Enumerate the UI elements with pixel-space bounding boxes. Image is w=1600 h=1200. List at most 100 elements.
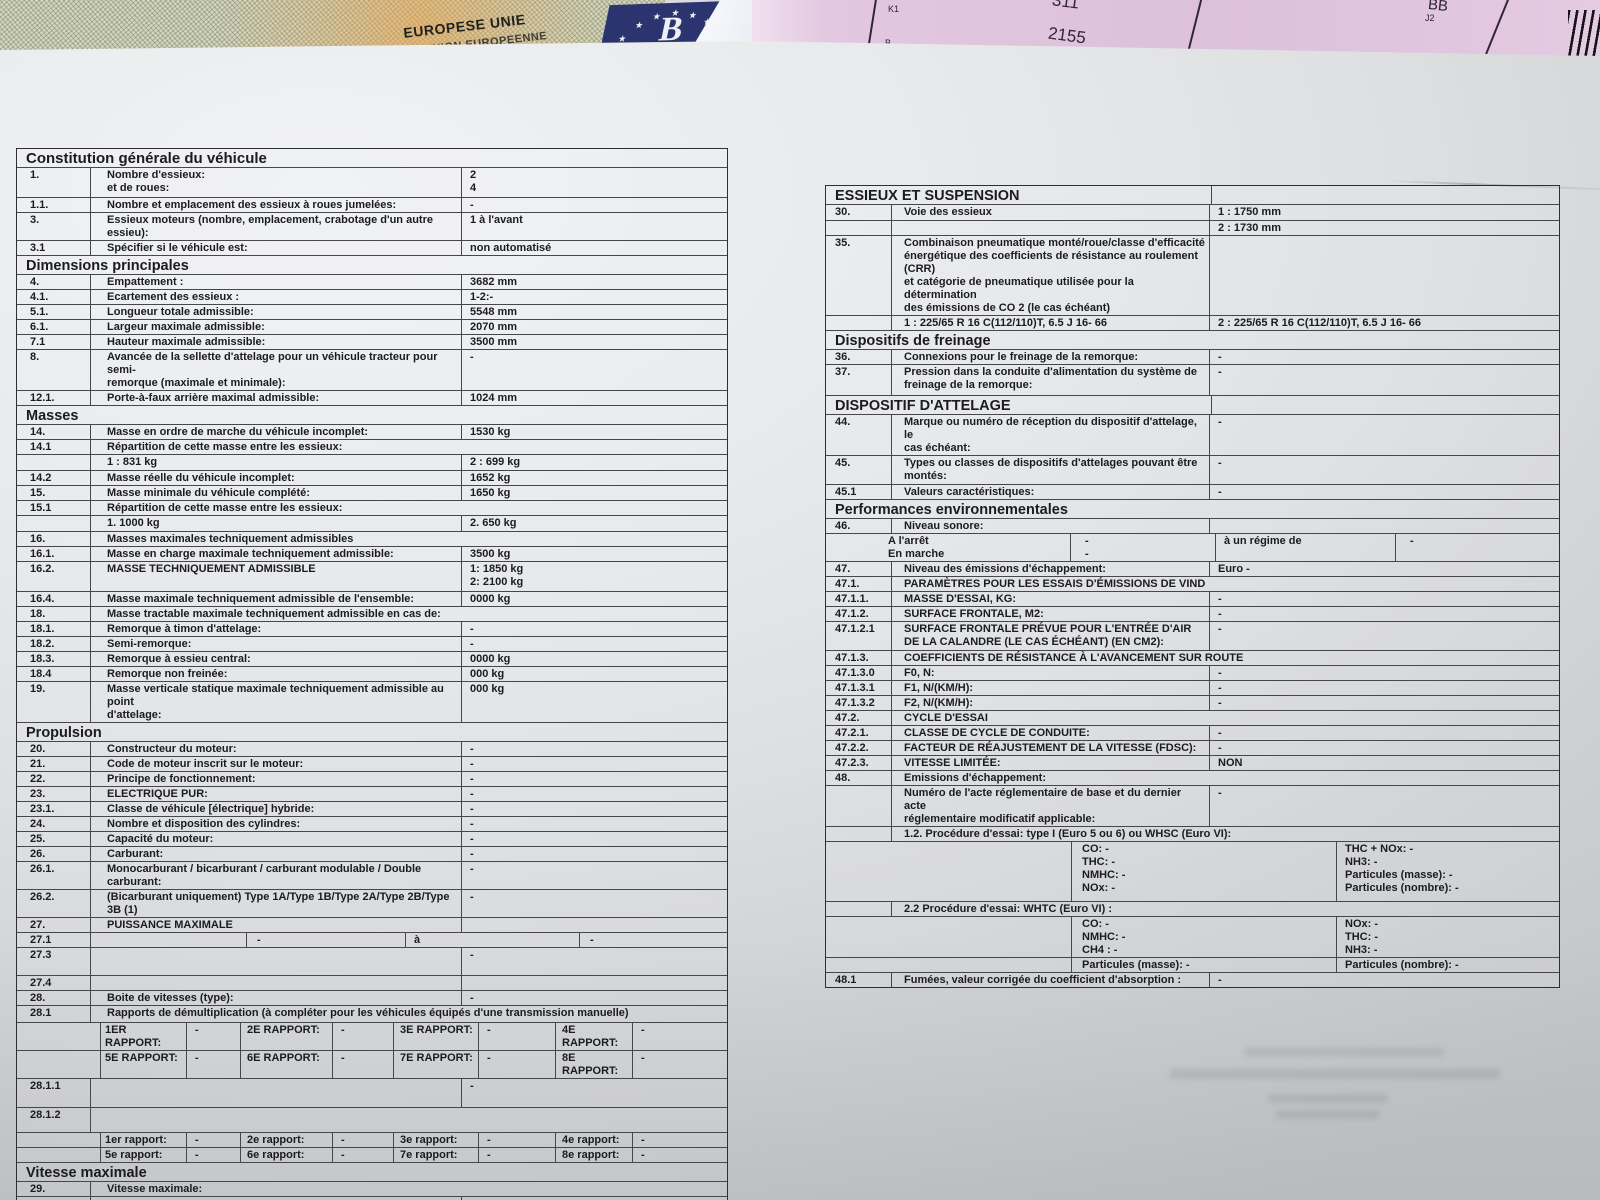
table-row: 12.1. Porte-à-faux arrière maximal admiss… xyxy=(17,391,727,406)
row-label-cell: F0, N: xyxy=(904,667,935,679)
row-value-cell: 1650 kg xyxy=(461,486,727,500)
row-value-cell: 1 à l'avant xyxy=(461,213,727,240)
table-row: 26. Carburant: - xyxy=(17,847,727,862)
row-number-cell: 27.3 xyxy=(17,948,91,975)
row-number-cell: 36. xyxy=(826,350,892,364)
row-label-cell: Masse en charge maximale techniquement a… xyxy=(107,548,394,560)
row-number-cell: 24. xyxy=(17,817,91,831)
row-value-cell: - xyxy=(1209,622,1559,650)
grid-cell: - xyxy=(479,1023,556,1050)
grid-cell: - xyxy=(1410,535,1414,547)
table-row: 14.1 Répartition de cette masse entre les… xyxy=(17,440,727,455)
row-value-cell: 0000 kg xyxy=(461,652,727,666)
grid-cell: Particules (masse): - xyxy=(1072,958,1337,972)
grid-cell: - xyxy=(641,1134,645,1146)
table-row: 47.2.2. FACTEUR DE RÉAJUSTEMENT DE LA VIT… xyxy=(826,741,1559,756)
table-grid-row: 1ER RAPPORT: -2E RAPPORT: -3E RAPPORT: -4E … xyxy=(17,1023,727,1051)
row-label-cell: Constructeur du moteur: xyxy=(107,743,237,755)
grid-cell xyxy=(91,933,247,947)
table-row: 48.1 Fumées, valeur corrigée du coefficie… xyxy=(826,973,1559,987)
row-label-cell: (Bicarburant uniquement) Type 1A/Type 1B… xyxy=(107,891,450,916)
grid-cell: - xyxy=(187,1023,241,1050)
row-label-cell: MASSE D'ESSAI, KG: xyxy=(904,593,1017,605)
row-value-cell: non automatisé xyxy=(461,241,727,255)
row-label-cell: Fumées, valeur corrigée du coefficient d… xyxy=(904,974,1182,986)
row-value-cell: - xyxy=(1209,786,1559,826)
form-field-code: J2 xyxy=(1425,13,1435,23)
row-label-cell: Valeurs caractéristiques: xyxy=(904,486,1035,498)
row-value-cell: - xyxy=(461,742,727,756)
grid-cell: A l'arrêt En marche xyxy=(826,534,1071,561)
row-label-cell: Masse maximale techniquement admissible … xyxy=(107,593,415,605)
section-header-row: Dispositifs de freinage xyxy=(826,331,1559,350)
row-number-cell: 18.4 xyxy=(17,667,91,681)
row-value-cell: - xyxy=(461,948,727,975)
row-number-cell: 6.1. xyxy=(17,320,91,334)
eu-star-icon: ★ xyxy=(651,11,662,22)
row-value-cell: 0000 kg xyxy=(461,592,727,606)
grid-cell: - xyxy=(333,1133,394,1147)
section-title: Masses xyxy=(26,408,79,424)
row-number-cell: 22. xyxy=(17,772,91,786)
grid-cell: - xyxy=(333,1023,394,1050)
section-header-row: Masses xyxy=(17,406,727,425)
row-label-cell: Spécifier si le véhicule est: xyxy=(107,242,248,254)
row-label-cell: Niveau des émissions d'échappement: xyxy=(904,563,1106,575)
row-number-cell: 47.2. xyxy=(826,711,892,725)
table-row: 47.1.3. COEFFICIENTS DE RÉSISTANCE À L'AV… xyxy=(826,651,1559,666)
grid-cell: - xyxy=(641,1149,645,1161)
row-label-cell: Niveau sonore: xyxy=(904,520,984,532)
table-row: 36. Connexions pour le freinage de la rem… xyxy=(826,350,1559,365)
row-label-cell: Combinaison pneumatique monté/roue/class… xyxy=(904,237,1205,314)
row-number-cell: 47.1. xyxy=(826,577,892,591)
eu-star-icon: ★ xyxy=(617,33,628,44)
row-value-cell: - xyxy=(1209,456,1559,484)
row-label-cell: Boite de vitesses (type): xyxy=(107,992,234,1004)
row-number-cell: 4.1. xyxy=(17,290,91,304)
row-number-cell: 16. xyxy=(17,532,91,546)
section-title: Propulsion xyxy=(26,725,102,741)
row-label-cell: Types ou classes de dispositifs d'attela… xyxy=(904,457,1198,482)
row-number-cell: 47.1.3.0 xyxy=(826,666,892,680)
row-label-cell: COEFFICIENTS DE RÉSISTANCE À L'AVANCEMEN… xyxy=(904,652,1244,664)
table-row: 48. Emissions d'échappement: xyxy=(826,771,1559,786)
row-value-cell: Euro - xyxy=(1209,562,1559,576)
row-label-cell: PARAMÈTRES POUR LES ESSAIS D'ÉMISSIONS D… xyxy=(904,578,1206,590)
row-value-cell: 1-2:- xyxy=(461,290,727,304)
form-field-code: B xyxy=(885,38,892,48)
row-value-cell: - xyxy=(461,198,727,212)
row-value-cell: - xyxy=(461,1079,727,1107)
table-row: 47.1. PARAMÈTRES POUR LES ESSAIS D'ÉMISSI… xyxy=(826,577,1559,592)
row-label-cell xyxy=(91,948,461,975)
table-row: 47.1.1. MASSE D'ESSAI, KG: - xyxy=(826,592,1559,607)
row-number-cell: 1. xyxy=(17,168,91,197)
row-number-cell: 26.2. xyxy=(17,890,91,917)
section-title: Constitution générale du véhicule xyxy=(26,150,267,167)
row-value-cell: 3682 mm xyxy=(461,275,727,289)
table-row: 29. Vitesse maximale: xyxy=(17,1182,727,1197)
row-number-cell xyxy=(17,516,91,531)
row-number-cell: 47.1.3. xyxy=(826,651,892,665)
row-label-cell: Marque ou numéro de réception du disposi… xyxy=(904,416,1197,454)
section-header-row: Dimensions principales xyxy=(17,256,727,275)
row-label-cell: VITESSE LIMITÉE: xyxy=(904,757,1001,769)
table-row: 14.2 Masse réelle du véhicule incomplet: 1… xyxy=(17,471,727,486)
row-label-cell: MASSE TECHNIQUEMENT ADMISSIBLE xyxy=(107,563,316,575)
row-number-cell: 18.3. xyxy=(17,652,91,666)
section-header-row: Propulsion xyxy=(17,723,727,742)
table-row: 15. Masse minimale du véhicule complété: 1… xyxy=(17,486,727,501)
row-label-cell: Remorque à timon d'attelage: xyxy=(107,623,262,635)
table-row: 26.2. (Bicarburant uniquement) Type 1A/Ty… xyxy=(17,890,727,918)
table-row: 47.2.3. VITESSE LIMITÉE: NON xyxy=(826,756,1559,771)
grid-cell: NOx: - THC: - NH3: - xyxy=(1345,918,1378,956)
row-value-cell: - xyxy=(461,637,727,651)
row-number-cell xyxy=(826,221,892,235)
grid-cell xyxy=(17,1148,101,1162)
grid-cell: - xyxy=(187,1148,241,1162)
grid-cell xyxy=(17,1051,101,1078)
row-value-cell: - xyxy=(461,1197,727,1200)
row-number-cell: 18.2. xyxy=(17,637,91,651)
section-title: Performances environnementales xyxy=(835,502,1068,518)
grid-cell: - xyxy=(641,1024,645,1036)
